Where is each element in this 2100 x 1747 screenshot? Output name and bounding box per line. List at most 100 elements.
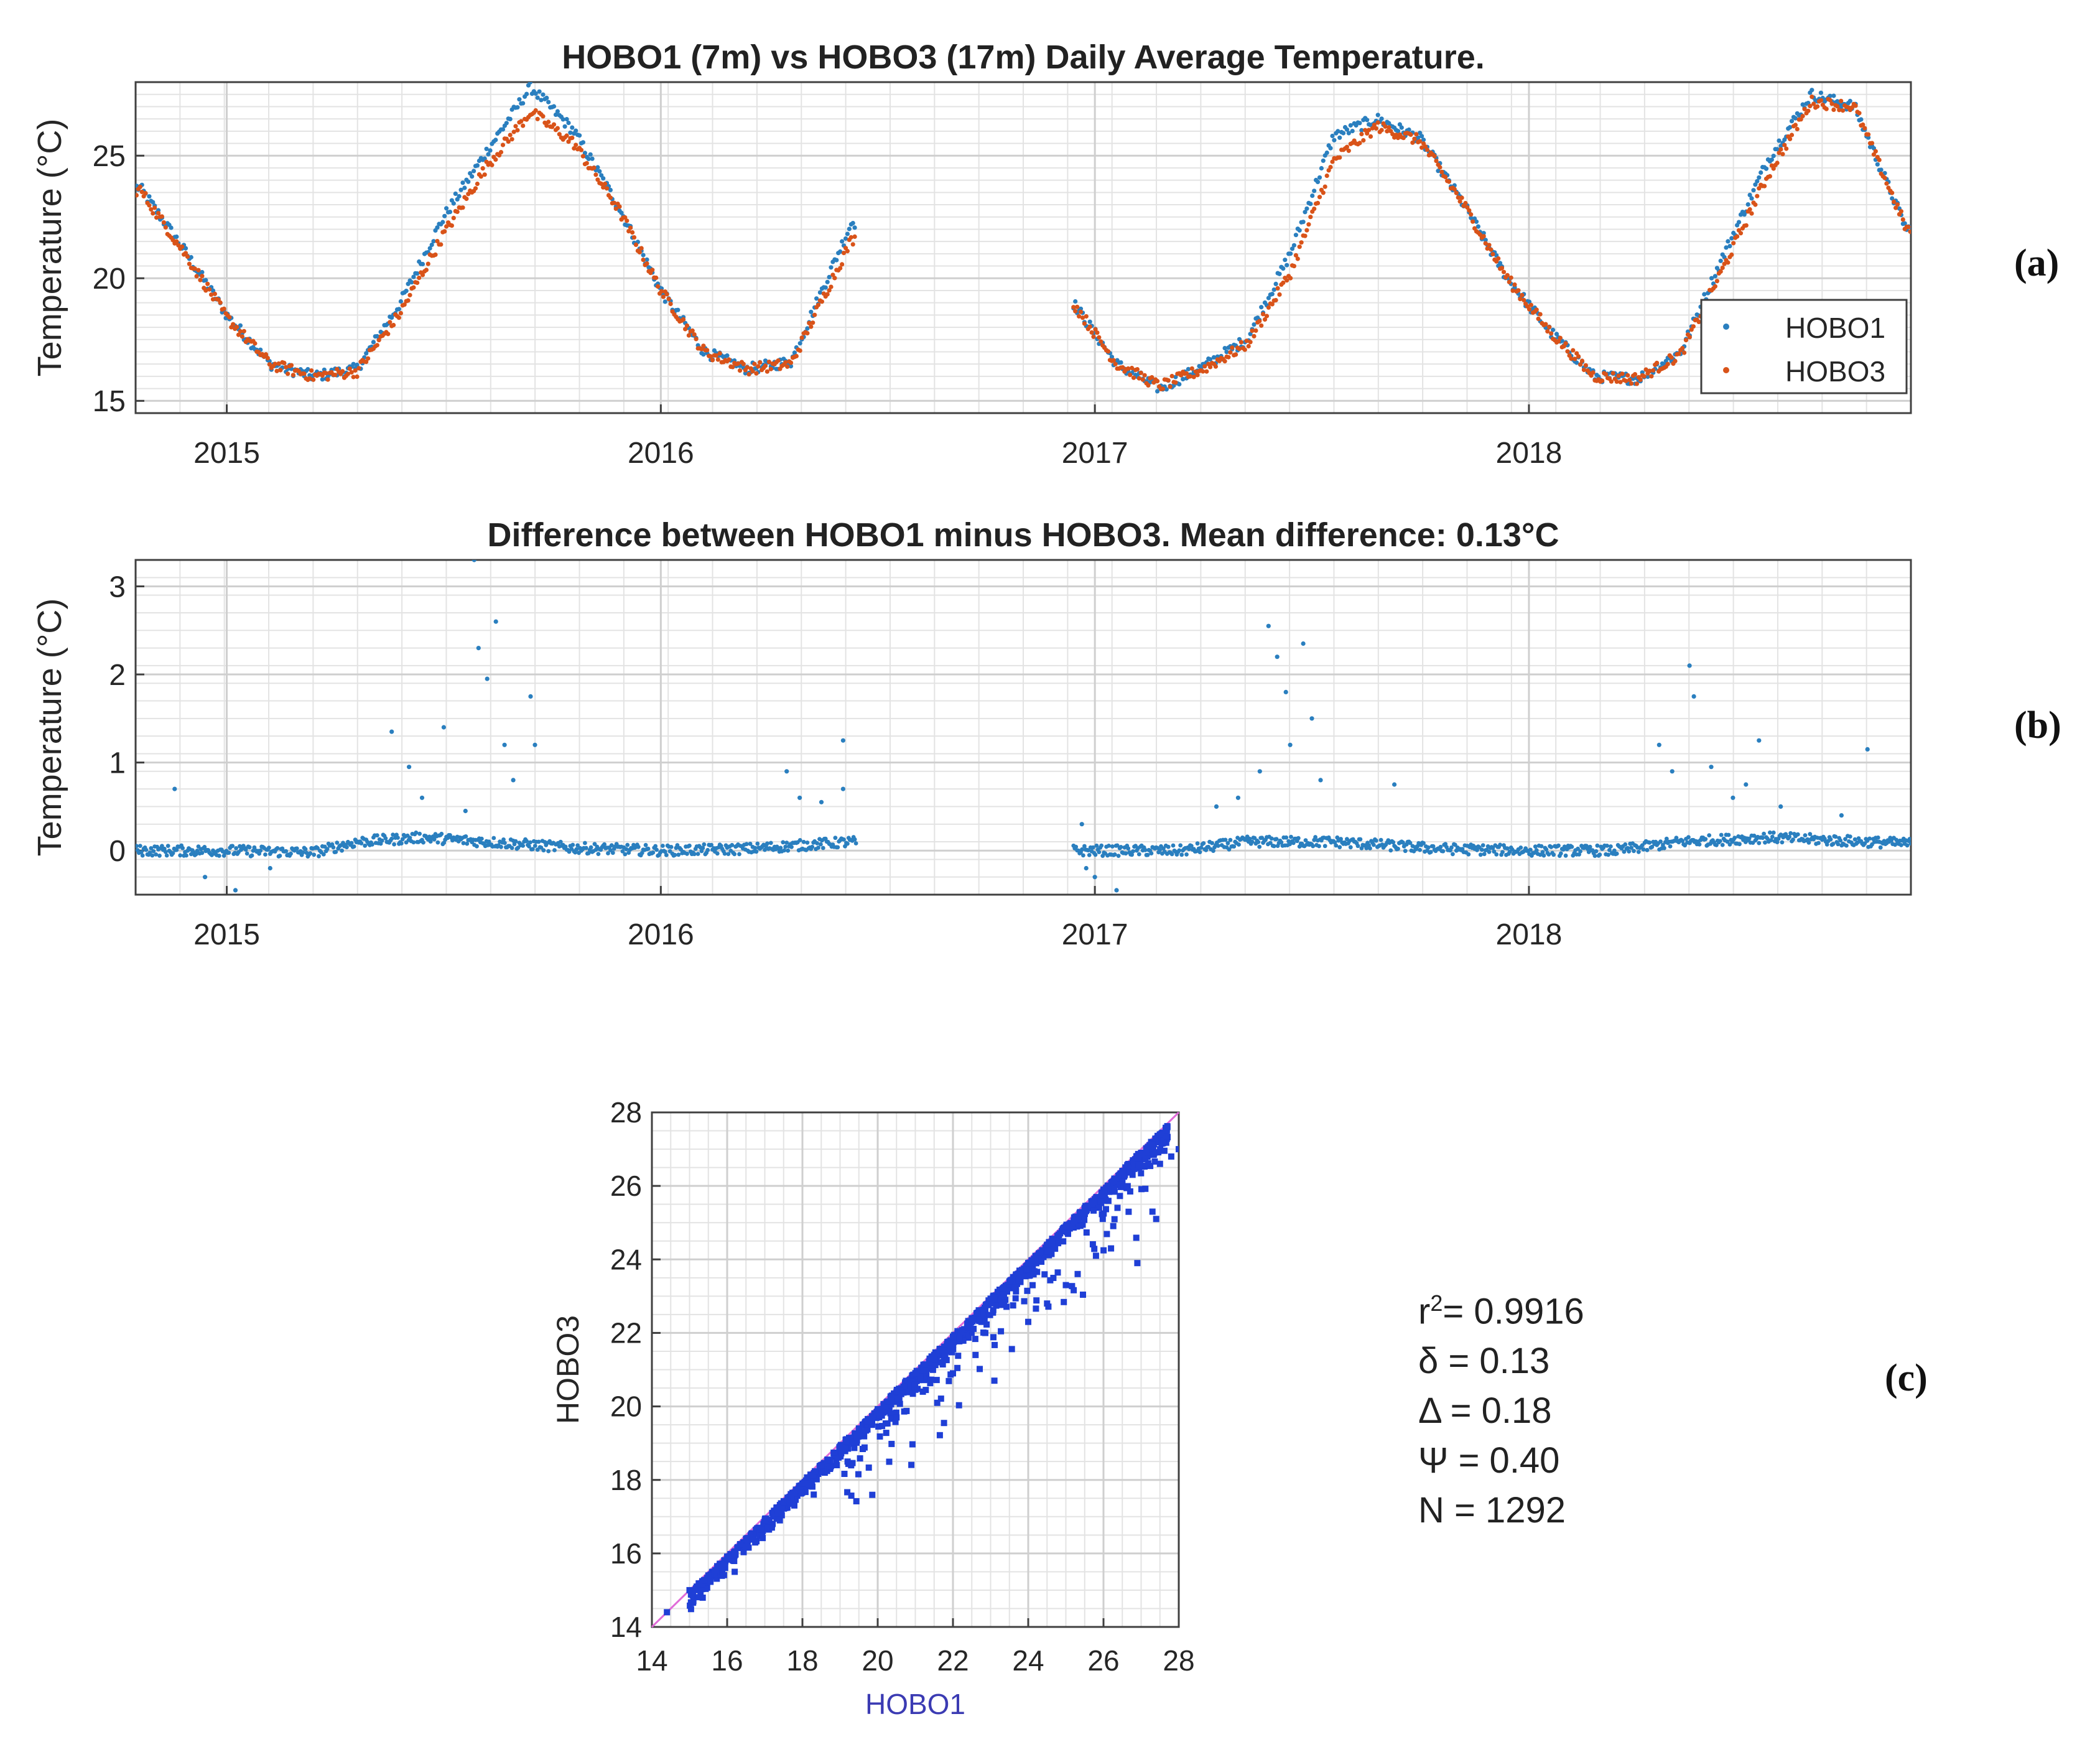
data-point [1080, 1292, 1086, 1298]
data-point [1273, 281, 1278, 286]
data-point [941, 1420, 947, 1427]
data-point [1017, 1268, 1024, 1275]
data-point [785, 364, 790, 369]
data-point [238, 329, 243, 334]
data-point [809, 324, 814, 329]
data-point [1303, 210, 1308, 215]
data-point [656, 284, 661, 289]
data-point [420, 273, 425, 277]
data-point [493, 157, 498, 162]
data-point [700, 846, 705, 850]
data-point [619, 210, 624, 215]
data-point [1317, 195, 1322, 200]
data-point [970, 1325, 977, 1332]
data-point [586, 156, 591, 161]
data-point [954, 1364, 961, 1371]
data-point [726, 852, 731, 856]
data-point [732, 1568, 738, 1575]
data-point [163, 850, 168, 854]
data-point [1304, 228, 1309, 233]
minor-grid [136, 560, 1911, 895]
outlier-point [476, 646, 481, 651]
x-tick-label: 24 [1012, 1644, 1044, 1677]
data-point [776, 1517, 783, 1524]
data-point [1090, 1198, 1097, 1205]
outlier-point [1257, 769, 1262, 774]
data-point [1113, 1178, 1120, 1185]
data-point [730, 842, 735, 847]
data-point [936, 1432, 943, 1438]
data-point [809, 1483, 815, 1490]
data-point [857, 1455, 863, 1462]
data-point [1093, 327, 1098, 332]
data-point [1158, 848, 1162, 852]
data-point [253, 341, 258, 346]
data-point [788, 1494, 795, 1501]
outlier-point [1656, 742, 1661, 747]
data-point [572, 146, 577, 151]
data-point [1536, 316, 1541, 321]
data-point [1315, 179, 1321, 184]
data-point [1264, 314, 1270, 319]
outlier-point [1079, 822, 1084, 827]
data-point [818, 1468, 825, 1474]
axes-box [134, 81, 1912, 414]
data-point [1724, 245, 1729, 250]
data-point [1607, 847, 1612, 852]
data-point [1293, 233, 1298, 238]
data-point [1508, 275, 1513, 280]
data-point [1720, 842, 1725, 847]
data-point [374, 333, 379, 339]
data-point [844, 1489, 851, 1496]
data-point [1081, 1204, 1088, 1211]
data-point [819, 842, 823, 847]
data-point [1539, 844, 1544, 849]
stat-delta-small: δ = 0.13 [1418, 1341, 1550, 1382]
data-point [661, 844, 665, 848]
data-point [745, 365, 750, 370]
data-point [853, 1433, 860, 1440]
data-point [149, 846, 154, 850]
data-point [1095, 330, 1100, 335]
x-tick-label: 2015 [193, 918, 260, 951]
data-point [1873, 149, 1878, 154]
data-point [1295, 256, 1300, 261]
data-point [1224, 350, 1229, 355]
data-point [1297, 228, 1302, 233]
data-point [1128, 373, 1133, 378]
data-point [1269, 836, 1274, 841]
data-point [758, 1526, 764, 1533]
data-point [1100, 1247, 1107, 1254]
data-point [555, 109, 560, 114]
data-point [1569, 356, 1574, 361]
data-point [1375, 120, 1380, 125]
data-point [853, 1498, 860, 1504]
data-point [588, 845, 593, 850]
data-point [754, 1525, 761, 1532]
data-point [884, 1420, 891, 1427]
data-point [633, 242, 638, 247]
data-point [282, 360, 287, 366]
y-tick-label: 18 [610, 1464, 642, 1496]
data-point [200, 269, 205, 275]
data-point [1771, 166, 1776, 171]
data-point [1155, 389, 1160, 394]
data-point [1432, 154, 1437, 159]
data-point [417, 831, 422, 836]
data-point [1399, 125, 1404, 130]
data-point [1003, 1285, 1010, 1292]
data-point [1614, 379, 1619, 384]
data-point [238, 323, 243, 328]
data-point [333, 373, 338, 378]
data-point [1884, 181, 1889, 186]
data-point [1543, 322, 1548, 327]
data-point [1208, 365, 1213, 370]
data-point [307, 373, 312, 378]
data-point [1279, 840, 1284, 845]
data-point [1288, 842, 1293, 847]
data-point [439, 831, 444, 836]
data-point [1169, 852, 1174, 857]
data-point [1135, 1155, 1141, 1162]
data-point [1110, 844, 1115, 849]
